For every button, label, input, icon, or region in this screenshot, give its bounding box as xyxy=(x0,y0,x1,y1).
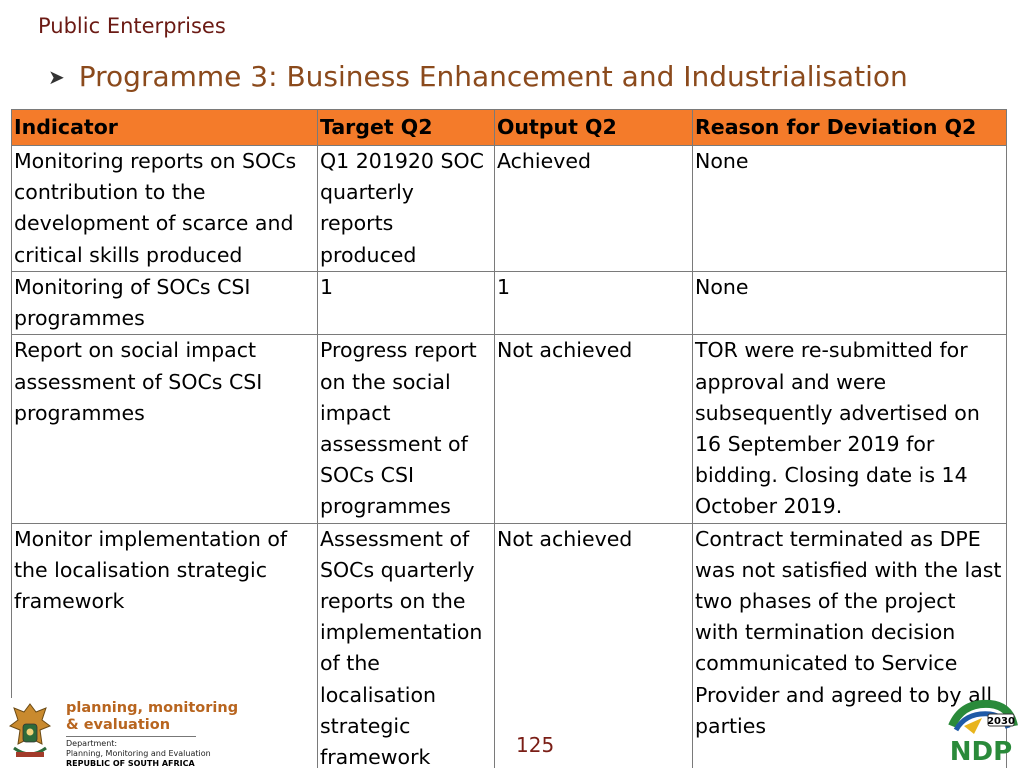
ndp-year: 2030 xyxy=(987,716,1015,727)
cell-reason: None xyxy=(692,270,1007,336)
country-name: REPUBLIC OF SOUTH AFRICA xyxy=(66,759,195,768)
column-header-indicator: Indicator xyxy=(11,109,318,146)
ndp-2030-logo: 2030 NDP xyxy=(948,699,1018,764)
dept-name: Planning, Monitoring and Evaluation xyxy=(66,749,211,758)
pme-logo: planning, monitoring & evaluation Depart… xyxy=(4,698,243,768)
logo-text-line1: planning, monitoring xyxy=(66,700,239,716)
cell-reason: None xyxy=(692,145,1007,272)
cell-indicator: Monitoring of SOCs CSI programmes xyxy=(11,270,318,336)
logo-text-line2: & evaluation xyxy=(66,717,171,733)
table-row: Report on social impact assessment of SO… xyxy=(11,334,1007,524)
coat-of-arms-icon xyxy=(8,703,52,757)
cell-target: 1 xyxy=(317,270,495,336)
page-number: 125 xyxy=(516,733,555,757)
cell-target: Q1 201920 SOC quarterly reports produced xyxy=(317,145,495,272)
cell-reason: TOR were re-submitted for approval and w… xyxy=(692,334,1007,524)
cell-reason: Contract terminated as DPE was not satis… xyxy=(692,522,1007,768)
logo-divider xyxy=(66,736,196,737)
column-header-output: Output Q2 xyxy=(494,109,693,146)
dept-label: Department: xyxy=(66,739,118,748)
cell-target: Assessment of SOCs quarterly reports on … xyxy=(317,522,495,768)
column-header-target: Target Q2 xyxy=(317,109,495,146)
table-row: Monitoring of SOCs CSI programmes 1 1 No… xyxy=(11,270,1007,336)
table-row: Monitor implementation of the localisati… xyxy=(11,522,1007,768)
org-title: Public Enterprises xyxy=(38,14,226,38)
cell-target: Progress report on the social impact ass… xyxy=(317,334,495,524)
cell-output: Not achieved xyxy=(494,334,693,524)
table-header-row: Indicator Target Q2 Output Q2 Reason for… xyxy=(11,109,1007,146)
cell-indicator: Report on social impact assessment of SO… xyxy=(11,334,318,524)
cell-output: 1 xyxy=(494,270,693,336)
column-header-reason: Reason for Deviation Q2 xyxy=(692,109,1007,146)
arrow-bullet-icon: ➤ xyxy=(48,64,65,89)
programme-heading: ➤ Programme 3: Business Enhancement and … xyxy=(48,60,908,93)
performance-table: Indicator Target Q2 Output Q2 Reason for… xyxy=(11,109,1007,768)
ndp-text: NDP xyxy=(950,737,1012,764)
cell-output: Achieved xyxy=(494,145,693,272)
programme-title: Programme 3: Business Enhancement and In… xyxy=(78,60,908,93)
cell-output: Not achieved xyxy=(494,522,693,768)
cell-indicator: Monitoring reports on SOCs contribution … xyxy=(11,145,318,272)
table-row: Monitoring reports on SOCs contribution … xyxy=(11,145,1007,272)
